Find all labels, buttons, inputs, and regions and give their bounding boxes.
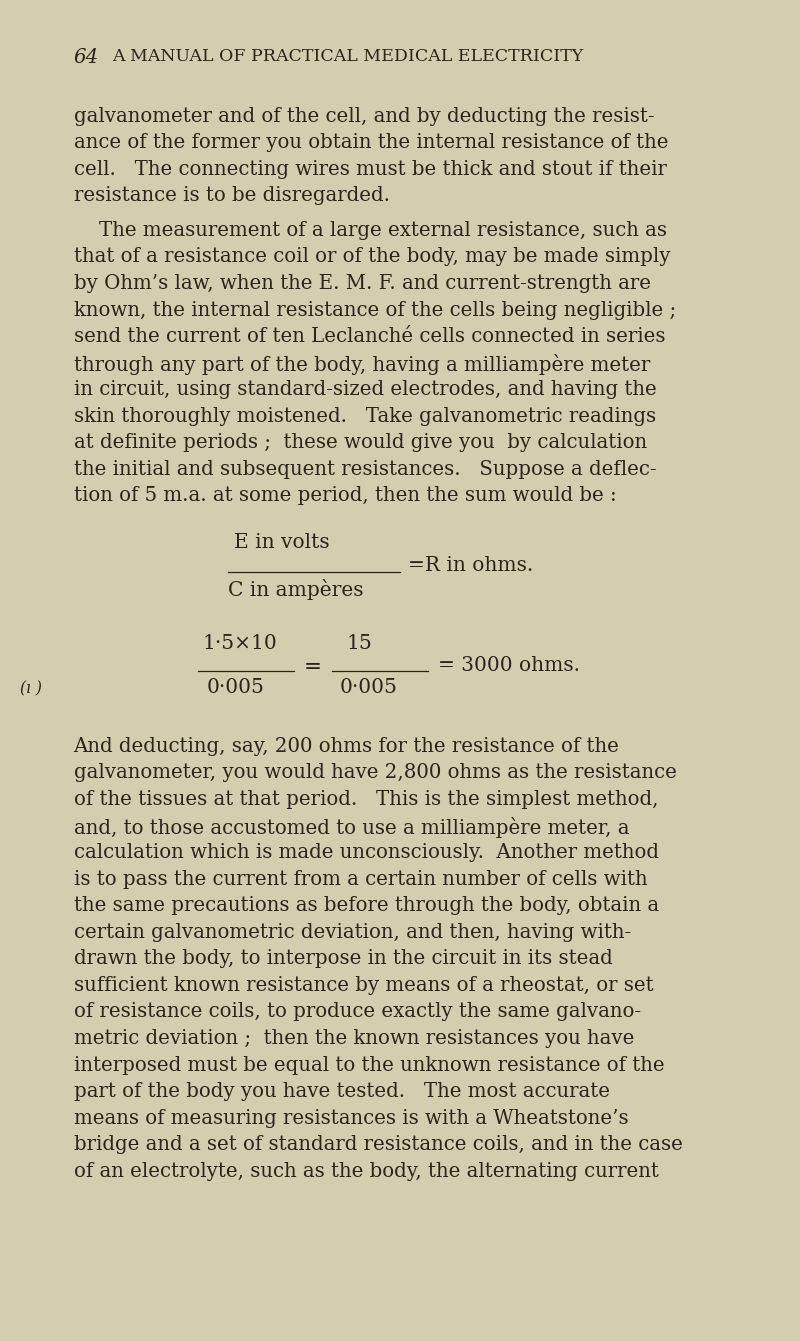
- Text: galvanometer and of the cell, and by deducting the resist-: galvanometer and of the cell, and by ded…: [74, 107, 654, 126]
- Text: of an electrolyte, such as the body, the alternating current: of an electrolyte, such as the body, the…: [74, 1161, 658, 1180]
- Text: resistance is to be disregarded.: resistance is to be disregarded.: [74, 186, 390, 205]
- Text: galvanometer, you would have 2,800 ohms as the resistance: galvanometer, you would have 2,800 ohms …: [74, 763, 677, 782]
- Text: And deducting, say, 200 ohms for the resistance of the: And deducting, say, 200 ohms for the res…: [74, 738, 619, 756]
- Text: that of a resistance coil or of the body, may be made simply: that of a resistance coil or of the body…: [74, 248, 670, 267]
- Text: drawn the body, to interpose in the circuit in its stead: drawn the body, to interpose in the circ…: [74, 949, 612, 968]
- Text: means of measuring resistances is with a Wheatstone’s: means of measuring resistances is with a…: [74, 1109, 628, 1128]
- Text: =: =: [304, 657, 322, 679]
- Text: bridge and a set of standard resistance coils, and in the case: bridge and a set of standard resistance …: [74, 1136, 682, 1155]
- Text: cell.   The connecting wires must be thick and stout if their: cell. The connecting wires must be thick…: [74, 160, 666, 178]
- Text: (ı ): (ı ): [20, 681, 42, 697]
- Text: part of the body you have tested.   The most accurate: part of the body you have tested. The mo…: [74, 1082, 610, 1101]
- Text: The measurement of a large external resistance, such as: The measurement of a large external resi…: [74, 221, 666, 240]
- Text: of the tissues at that period.   This is the simplest method,: of the tissues at that period. This is t…: [74, 790, 658, 809]
- Text: at definite periods ;  these would give you  by calculation: at definite periods ; these would give y…: [74, 433, 646, 452]
- Text: skin thoroughly moistened.   Take galvanometric readings: skin thoroughly moistened. Take galvanom…: [74, 406, 656, 425]
- Text: 0·005: 0·005: [340, 679, 398, 697]
- Text: tion of 5 m.a. at some period, then the sum would be :: tion of 5 m.a. at some period, then the …: [74, 487, 616, 506]
- Text: of resistance coils, to produce exactly the same galvano-: of resistance coils, to produce exactly …: [74, 1003, 641, 1022]
- Text: known, the internal resistance of the cells being negligible ;: known, the internal resistance of the ce…: [74, 300, 676, 319]
- Text: C in ampères: C in ampères: [228, 579, 363, 599]
- Text: ance of the former you obtain the internal resistance of the: ance of the former you obtain the intern…: [74, 133, 668, 152]
- Text: 15: 15: [346, 634, 372, 653]
- Text: calculation which is made unconsciously.  Another method: calculation which is made unconsciously.…: [74, 843, 658, 862]
- Text: and, to those accustomed to use a milliampère meter, a: and, to those accustomed to use a millia…: [74, 817, 629, 838]
- Text: is to pass the current from a certain number of cells with: is to pass the current from a certain nu…: [74, 870, 647, 889]
- Text: the initial and subsequent resistances.   Suppose a deflec-: the initial and subsequent resistances. …: [74, 460, 656, 479]
- Text: in circuit, using standard-sized electrodes, and having the: in circuit, using standard-sized electro…: [74, 381, 656, 400]
- Text: sufficient known resistance by means of a rheostat, or set: sufficient known resistance by means of …: [74, 976, 654, 995]
- Text: =R in ohms.: =R in ohms.: [408, 557, 534, 575]
- Text: through any part of the body, having a milliampère meter: through any part of the body, having a m…: [74, 354, 650, 374]
- Text: certain galvanometric deviation, and then, having with-: certain galvanometric deviation, and the…: [74, 923, 631, 941]
- Text: by Ohm’s law, when the E. M. F. and current-strength are: by Ohm’s law, when the E. M. F. and curr…: [74, 274, 650, 292]
- Text: send the current of ten Leclanché cells connected in series: send the current of ten Leclanché cells …: [74, 327, 665, 346]
- Text: metric deviation ;  then the known resistances you have: metric deviation ; then the known resist…: [74, 1029, 634, 1047]
- Text: the same precautions as before through the body, obtain a: the same precautions as before through t…: [74, 896, 658, 915]
- Text: 64: 64: [74, 47, 99, 67]
- Text: E in volts: E in volts: [234, 534, 330, 552]
- Text: A MANUAL OF PRACTICAL MEDICAL ELECTRICITY: A MANUAL OF PRACTICAL MEDICAL ELECTRICIT…: [112, 47, 583, 64]
- Text: 1·5×10: 1·5×10: [202, 634, 277, 653]
- Text: interposed must be equal to the unknown resistance of the: interposed must be equal to the unknown …: [74, 1055, 664, 1074]
- Text: = 3000 ohms.: = 3000 ohms.: [438, 657, 579, 676]
- Text: 0·005: 0·005: [206, 679, 264, 697]
